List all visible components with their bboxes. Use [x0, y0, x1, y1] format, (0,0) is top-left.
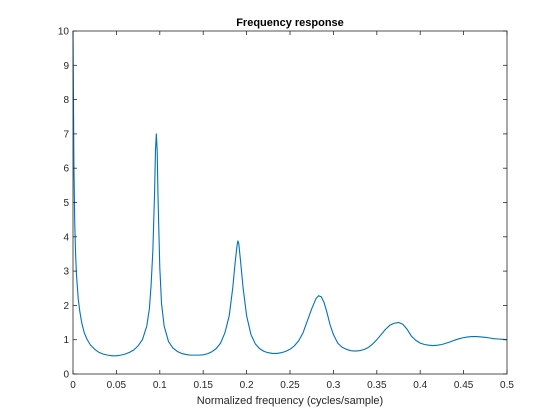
series-line-0: [72, 30, 508, 357]
x-tick-label: 0.05: [107, 380, 127, 391]
y-tick-label: 4: [63, 232, 69, 243]
x-tick-label: 0: [70, 380, 76, 391]
axes: 0 0.05 0.1 0.15 0.2 0.25 0.3 0.35 0.4 0.45 0.5 0 1 2 3…: [58, 27, 515, 392]
x-axis-title: Normalized frequency (cycles/sample): [197, 395, 383, 407]
axes-background: [73, 31, 507, 374]
y-tick-label: 8: [63, 95, 69, 106]
y-tick-label: 10: [58, 27, 70, 38]
plot-area: [72, 30, 508, 374]
x-tick-label: 0.5: [500, 380, 514, 391]
x-tick-label: 0.2: [240, 380, 254, 391]
x-tick-label: 0.35: [367, 380, 387, 391]
y-tick-label: 9: [63, 61, 69, 72]
x-tick-label: 0.3: [326, 380, 340, 391]
x-tick-label: 0.45: [454, 380, 474, 391]
y-tick-label: 6: [63, 164, 69, 175]
y-tick-label: 7: [63, 129, 69, 140]
y-tick-label: 3: [63, 267, 69, 278]
x-tick-label: 0.25: [280, 380, 300, 391]
chart-title: Frequency response: [236, 17, 344, 29]
y-tick-label: 2: [63, 301, 69, 312]
y-tick-label: 5: [63, 198, 69, 209]
x-tick-label: 0.4: [413, 380, 427, 391]
x-tick-label: 0.15: [193, 380, 213, 391]
y-tick-label: 1: [63, 335, 69, 346]
x-tick-label: 0.1: [153, 380, 167, 391]
y-tick-label: 0: [63, 370, 69, 381]
